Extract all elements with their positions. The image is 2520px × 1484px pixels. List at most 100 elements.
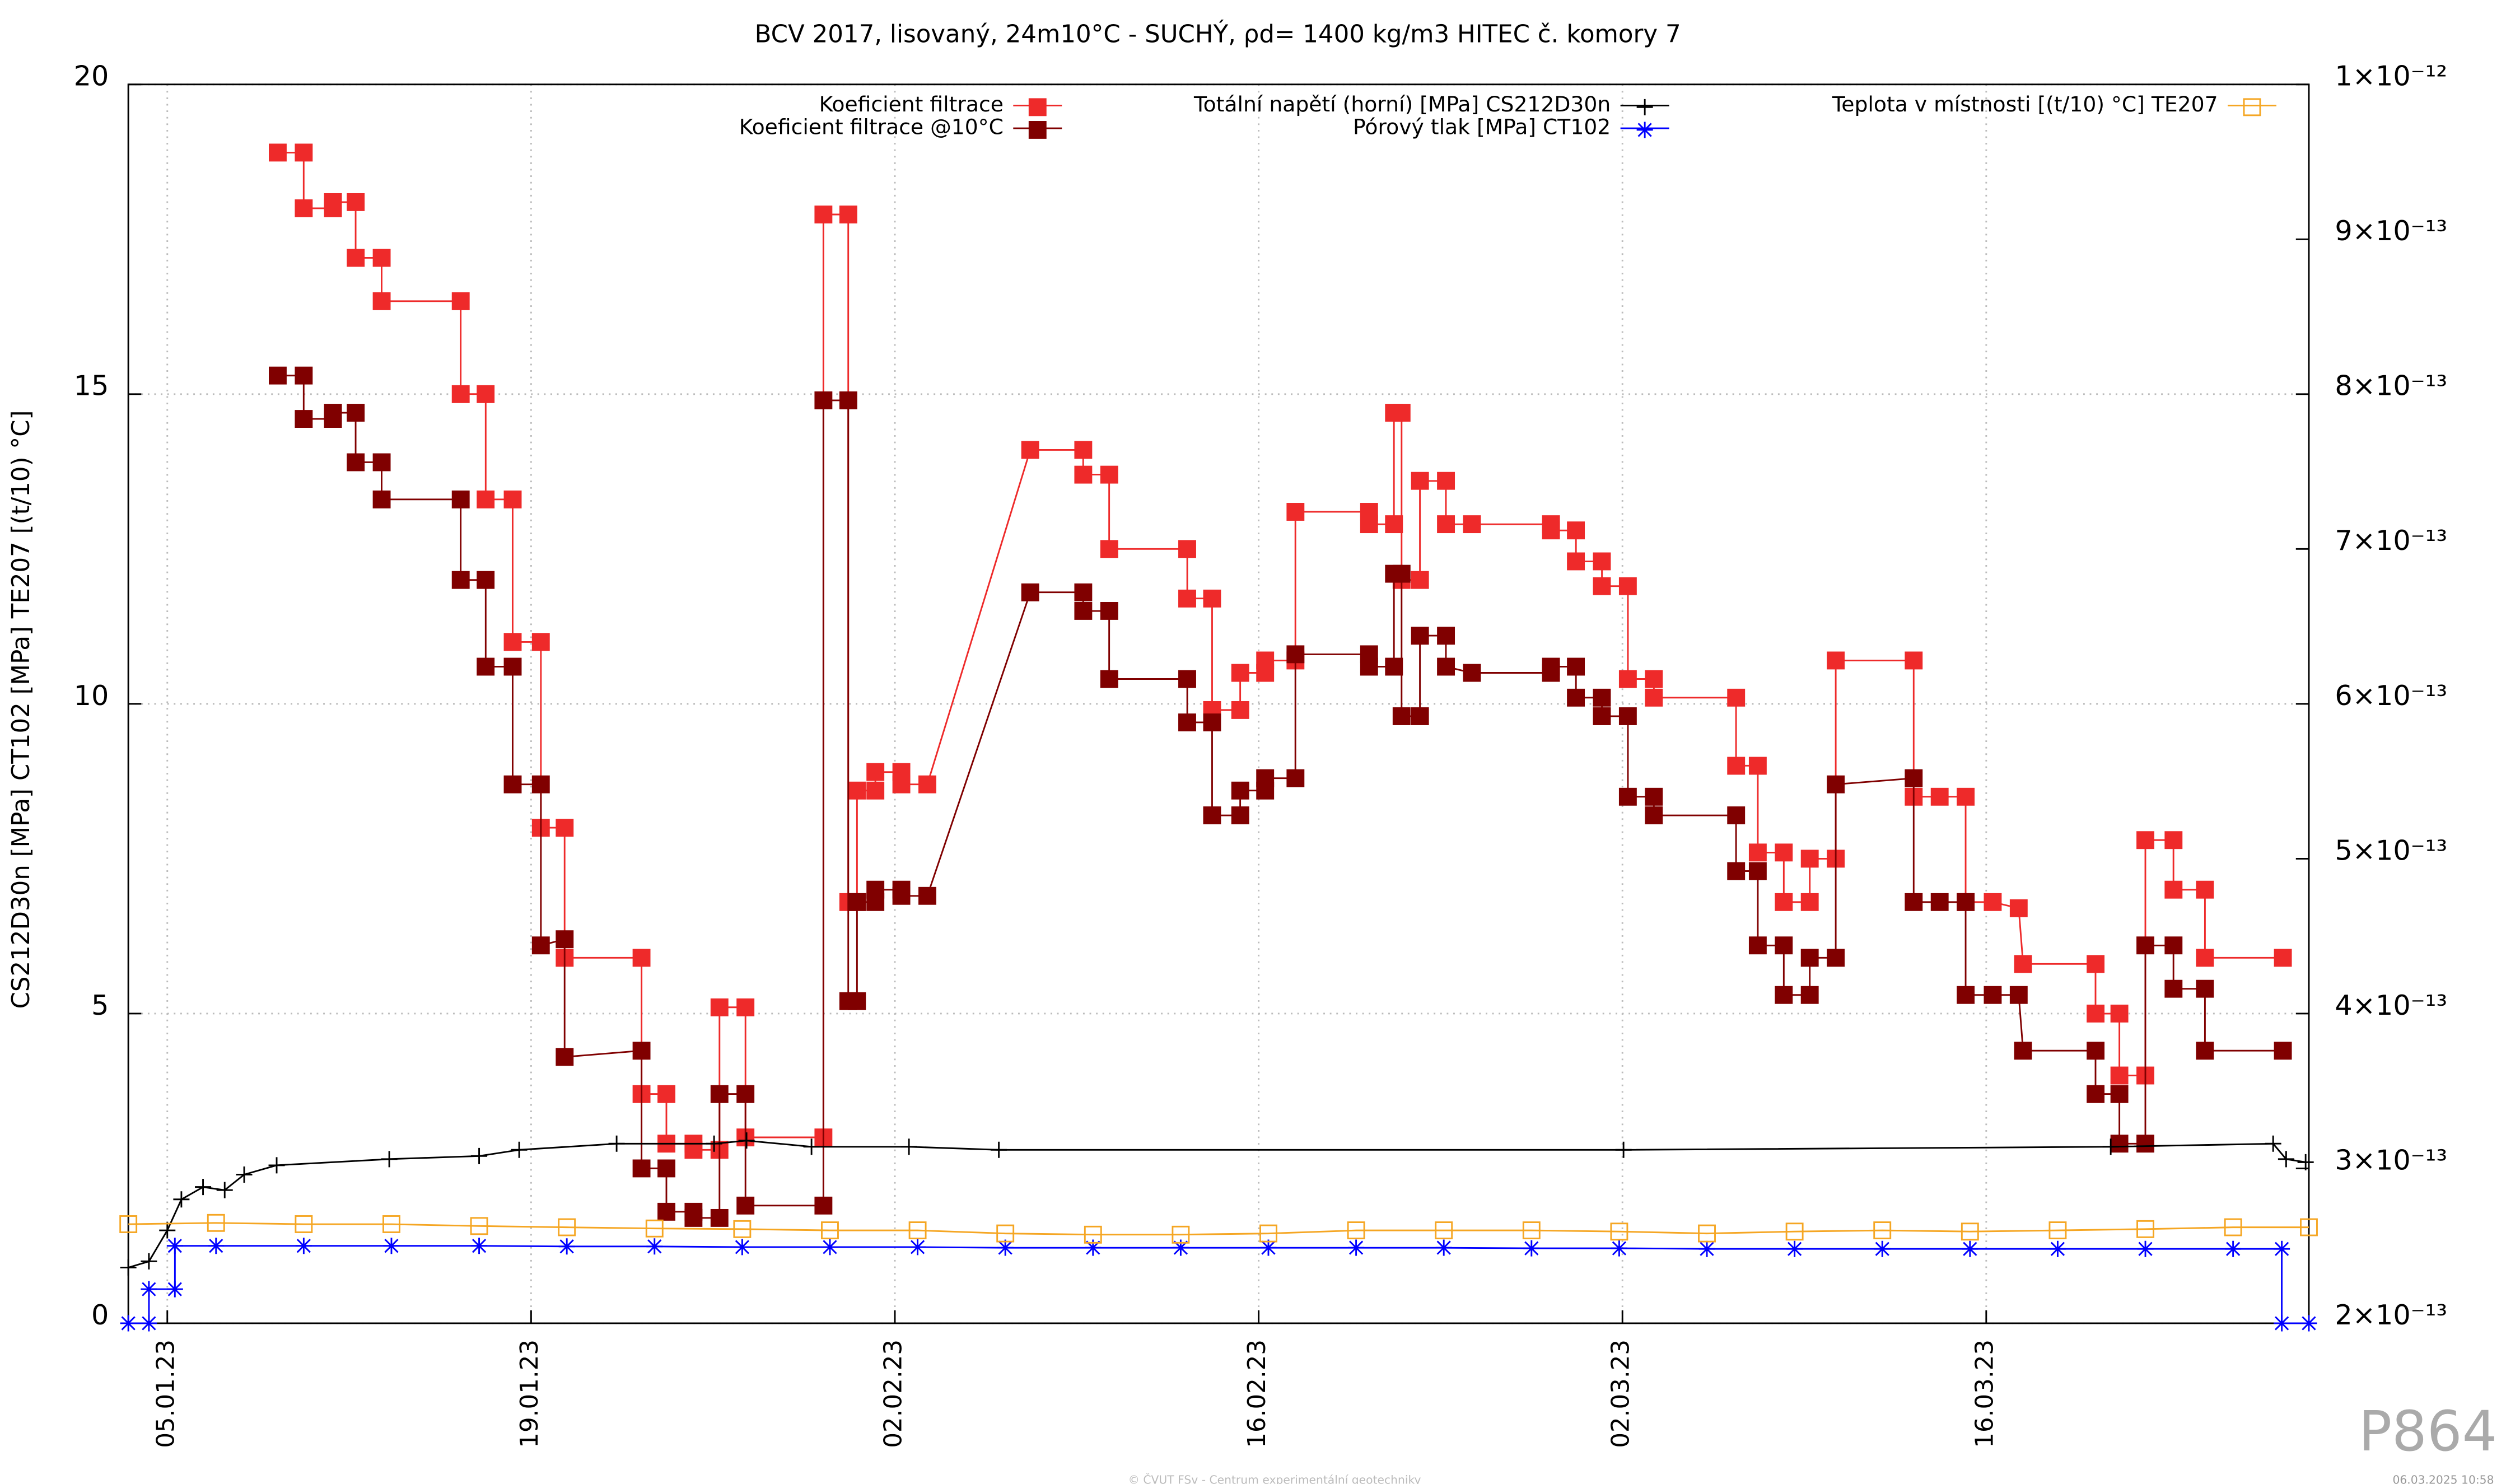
marker — [1385, 657, 1403, 676]
marker — [1645, 787, 1663, 806]
marker — [839, 391, 857, 409]
marker — [1203, 806, 1221, 824]
marker — [347, 249, 365, 267]
marker — [2137, 1240, 2154, 1257]
marker — [1463, 515, 1481, 534]
marker — [1360, 515, 1378, 534]
marker — [166, 1281, 183, 1298]
marker — [451, 571, 470, 589]
marker — [558, 1218, 576, 1236]
marker — [2102, 1138, 2119, 1155]
marker — [2009, 899, 2028, 917]
marker — [2265, 1135, 2281, 1152]
marker — [918, 886, 936, 905]
marker — [1785, 1222, 1804, 1241]
marker — [2274, 1042, 2292, 1060]
marker — [1437, 472, 1455, 490]
marker — [269, 366, 287, 385]
marker — [1100, 540, 1118, 558]
x-tick-label: 02.02.23 — [879, 1340, 907, 1448]
marker — [471, 1238, 488, 1254]
plot-area: 05.01.23 19.01.23 02.02.23 16.02.23 02.03.23… — [74, 60, 2448, 1448]
legend-label: Teplota v místnosti [(t/10) °C] TE207 — [1832, 92, 2218, 116]
marker — [295, 199, 313, 217]
marker — [848, 992, 866, 1010]
marker — [608, 1135, 625, 1152]
marker — [1593, 688, 1611, 707]
marker — [814, 391, 833, 409]
marker — [531, 633, 550, 651]
marker — [710, 1085, 729, 1103]
y-tick-label: 10 — [74, 679, 109, 712]
marker — [1074, 583, 1093, 601]
marker — [295, 143, 313, 162]
marker — [1021, 441, 1039, 459]
marker — [657, 1159, 675, 1178]
marker — [216, 1182, 233, 1198]
marker — [1873, 1221, 1892, 1239]
marker — [295, 1238, 312, 1254]
marker — [1827, 949, 1845, 967]
marker — [1727, 757, 1746, 775]
marker — [1435, 1221, 1453, 1239]
chart-code: P864 — [2359, 1400, 2498, 1464]
marker — [1800, 850, 1819, 868]
marker — [1618, 707, 1637, 725]
y-tick-label: 20 — [74, 60, 109, 92]
marker — [632, 1159, 651, 1178]
marker — [1748, 862, 1767, 880]
marker — [738, 1132, 755, 1149]
marker — [1930, 787, 1949, 806]
marker — [477, 385, 495, 403]
marker — [324, 404, 342, 422]
marker — [892, 886, 911, 905]
marker — [1437, 627, 1455, 645]
marker — [1392, 564, 1411, 583]
marker — [2049, 1240, 2066, 1257]
x-tick-label: 16.03.23 — [1971, 1340, 1999, 1448]
marker — [814, 1196, 833, 1215]
marker — [1800, 949, 1819, 967]
marker — [1905, 893, 1923, 911]
marker — [1786, 1240, 1803, 1257]
marker — [1100, 602, 1118, 620]
marker — [1748, 843, 1767, 862]
marker — [1636, 99, 1653, 115]
marker — [2136, 831, 2154, 850]
marker — [1392, 404, 1411, 422]
marker — [195, 1179, 212, 1196]
marker — [556, 1048, 574, 1066]
marker — [1347, 1221, 1365, 1239]
marker — [1256, 651, 1275, 670]
marker — [477, 571, 495, 589]
marker — [996, 1224, 1015, 1243]
marker — [1203, 713, 1221, 731]
marker — [2297, 1154, 2314, 1170]
marker — [2164, 979, 2183, 998]
marker — [848, 893, 866, 911]
marker — [710, 1208, 729, 1227]
marker — [1172, 1225, 1190, 1244]
marker — [1727, 806, 1746, 824]
y-tick-label: 5 — [91, 989, 109, 1021]
marker — [269, 143, 287, 162]
marker — [558, 1238, 575, 1255]
marker — [710, 998, 729, 1016]
marker — [733, 1220, 752, 1238]
marker — [1567, 552, 1585, 571]
marker — [1348, 1239, 1365, 1256]
marker — [1727, 862, 1746, 880]
series-line — [128, 1245, 2309, 1324]
marker — [1775, 986, 1793, 1004]
marker — [119, 1215, 138, 1233]
marker — [1800, 893, 1819, 911]
marker — [1984, 893, 2002, 911]
marker — [1411, 707, 1429, 725]
marker — [141, 1315, 157, 1332]
marker — [1074, 465, 1093, 484]
marker — [1905, 769, 1923, 787]
x-tick-label: 05.01.23 — [152, 1340, 180, 1448]
marker — [1286, 769, 1305, 787]
marker — [1618, 670, 1637, 688]
